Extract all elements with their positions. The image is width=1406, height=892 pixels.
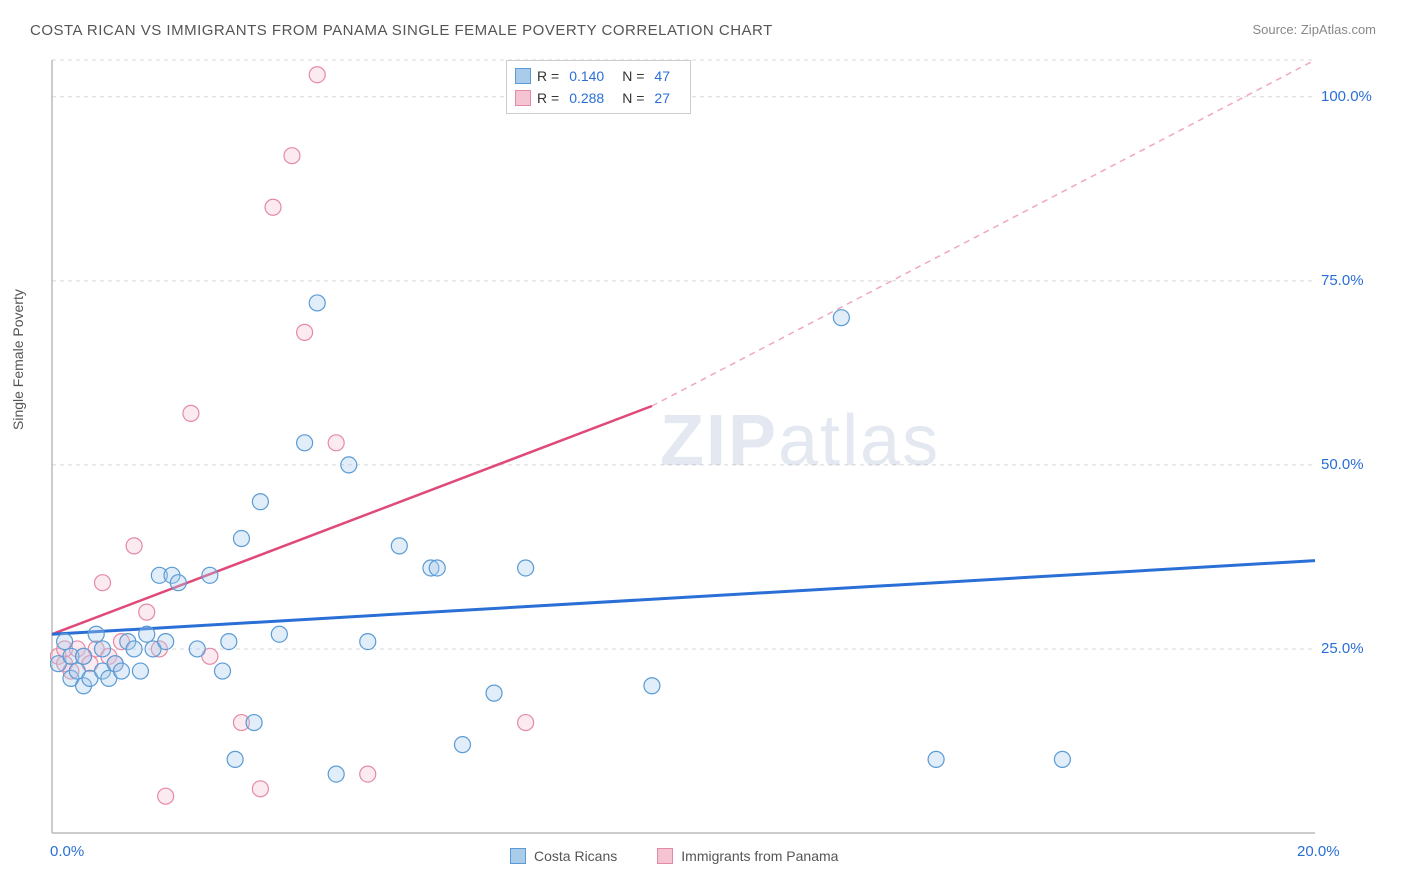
legend-item-series2: Immigrants from Panama xyxy=(657,848,838,864)
x-tick-left: 0.0% xyxy=(50,843,84,860)
y-tick-label: 100.0% xyxy=(1321,88,1372,105)
legend-swatch-series1 xyxy=(515,68,531,84)
y-tick-label: 50.0% xyxy=(1321,456,1364,473)
series-legend: Costa Ricans Immigrants from Panama xyxy=(510,848,838,864)
n-label: N = xyxy=(622,68,644,84)
y-tick-label: 25.0% xyxy=(1321,640,1364,657)
n-label: N = xyxy=(622,90,644,106)
legend-label-series2: Immigrants from Panama xyxy=(681,848,838,864)
legend-swatch-series2 xyxy=(515,90,531,106)
y-axis-label: Single Female Poverty xyxy=(10,289,26,430)
chart-title: COSTA RICAN VS IMMIGRANTS FROM PANAMA SI… xyxy=(30,22,773,39)
n-value-series1: 47 xyxy=(654,68,670,84)
legend-label-series1: Costa Ricans xyxy=(534,848,617,864)
x-tick-right: 20.0% xyxy=(1297,843,1340,860)
correlation-legend: R = 0.140 N = 47 R = 0.288 N = 27 xyxy=(506,60,691,114)
r-label: R = xyxy=(537,68,559,84)
legend-item-series1: Costa Ricans xyxy=(510,848,617,864)
legend-swatch-series1-b xyxy=(510,848,526,864)
n-value-series2: 27 xyxy=(654,90,670,106)
legend-row-series2: R = 0.288 N = 27 xyxy=(515,87,682,109)
source-attribution: Source: ZipAtlas.com xyxy=(1252,22,1376,37)
scatter-plot-svg xyxy=(50,55,1370,835)
r-value-series2: 0.288 xyxy=(569,90,604,106)
r-label: R = xyxy=(537,90,559,106)
legend-swatch-series2-b xyxy=(657,848,673,864)
legend-row-series1: R = 0.140 N = 47 xyxy=(515,65,682,87)
y-tick-label: 75.0% xyxy=(1321,272,1364,289)
r-value-series1: 0.140 xyxy=(569,68,604,84)
